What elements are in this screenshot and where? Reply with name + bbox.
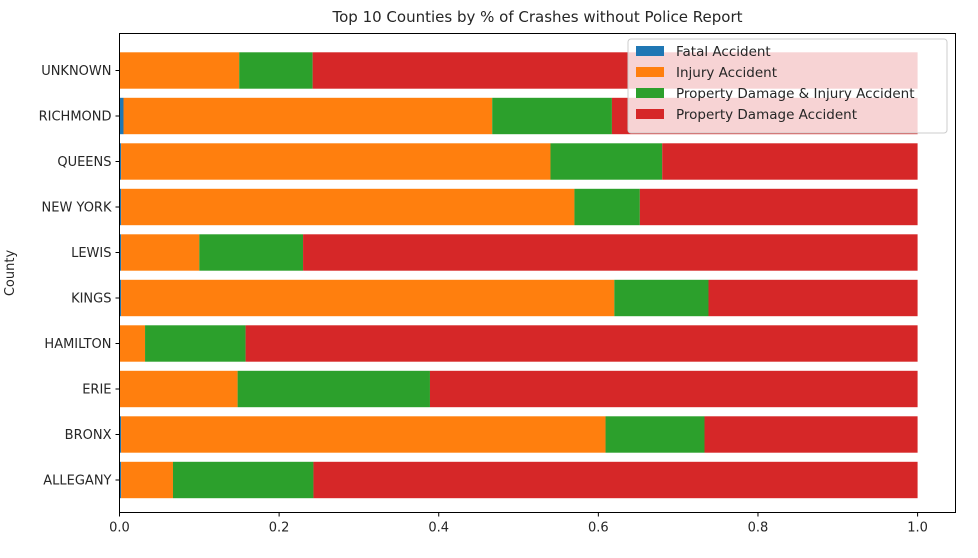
y-tick-label: UNKNOWN [41, 64, 111, 79]
y-tick-label: ERIE [82, 383, 111, 398]
bars-layer [119, 52, 918, 499]
bar-unknown-series-2 [239, 52, 313, 89]
bar-erie-series-2 [237, 370, 430, 408]
x-tick-label: 0.6 [588, 521, 609, 536]
bar-hamilton-series-1 [119, 325, 146, 362]
bar-new-york-series-1 [121, 188, 575, 226]
bar-queens-series-1 [121, 143, 551, 180]
bar-richmond-series-2 [492, 97, 612, 135]
bar-lewis-series-3 [303, 234, 918, 271]
legend-swatch [636, 109, 664, 119]
bar-new-york-series-3 [639, 188, 918, 226]
bar-richmond-series-0 [119, 97, 124, 135]
y-tick-label: QUEENS [57, 155, 111, 170]
y-axis-label: County [3, 250, 18, 297]
y-tick-label: ALLEGANY [43, 474, 111, 489]
legend: Fatal Accident Injury Accident Property Da… [627, 38, 948, 134]
bar-allegany-series-1 [121, 461, 173, 499]
bar-bronx-series-2 [605, 416, 705, 453]
bar-richmond-series-1 [123, 97, 493, 135]
bar-queens-series-3 [662, 143, 918, 180]
x-tick-label: 0.0 [109, 521, 130, 536]
y-tick-label: HAMILTON [44, 337, 111, 352]
legend-box [627, 38, 948, 134]
bar-hamilton-series-3 [245, 325, 918, 362]
y-tick-label: KINGS [71, 292, 111, 307]
bar-allegany-series-2 [172, 461, 314, 499]
bar-new-york-series-0 [119, 188, 122, 226]
x-tick-label: 0.8 [748, 521, 769, 536]
bar-bronx-series-3 [704, 416, 918, 453]
y-tick-label: RICHMOND [39, 110, 112, 125]
bar-allegany-series-3 [313, 461, 918, 499]
x-axis-ticks: 0.0 0.2 0.4 0.6 0.8 1.0 [109, 512, 928, 536]
x-tick-label: 0.2 [269, 521, 290, 536]
legend-swatch [636, 67, 664, 77]
bar-lewis-series-1 [121, 234, 200, 271]
legend-swatch [636, 46, 664, 56]
y-tick-label: LEWIS [71, 246, 111, 261]
legend-label: Fatal Accident [676, 44, 771, 60]
bar-bronx-series-0 [119, 416, 122, 453]
bar-lewis-series-0 [119, 234, 122, 271]
bar-unknown-series-1 [119, 52, 240, 89]
legend-swatch [636, 88, 664, 98]
y-tick-label: BRONX [65, 428, 112, 443]
bar-hamilton-series-2 [145, 325, 246, 362]
y-axis-ticks: UNKNOWN RICHMOND QUEENS NEW YORK LEWIS KINGS H… [39, 64, 120, 489]
bar-kings-series-3 [708, 279, 918, 317]
bar-kings-series-2 [614, 279, 709, 317]
bar-kings-series-0 [119, 279, 122, 317]
bar-erie-series-1 [119, 370, 238, 408]
bar-kings-series-1 [121, 279, 615, 317]
bar-queens-series-0 [119, 143, 122, 180]
legend-label: Property Damage & Injury Accident [676, 86, 915, 102]
plot-frame [119, 33, 956, 513]
bar-bronx-series-1 [121, 416, 606, 453]
bar-lewis-series-2 [199, 234, 304, 271]
y-tick-label: NEW YORK [42, 201, 112, 216]
bar-queens-series-2 [550, 143, 663, 180]
bar-erie-series-3 [429, 370, 918, 408]
bar-allegany-series-0 [119, 461, 122, 499]
x-tick-label: 0.4 [428, 521, 449, 536]
legend-label: Property Damage Accident [676, 107, 857, 123]
bar-new-york-series-2 [574, 188, 640, 226]
x-tick-label: 1.0 [907, 521, 928, 536]
legend-label: Injury Accident [676, 65, 777, 81]
chart-title: Top 10 Counties by % of Crashes without … [332, 8, 743, 26]
